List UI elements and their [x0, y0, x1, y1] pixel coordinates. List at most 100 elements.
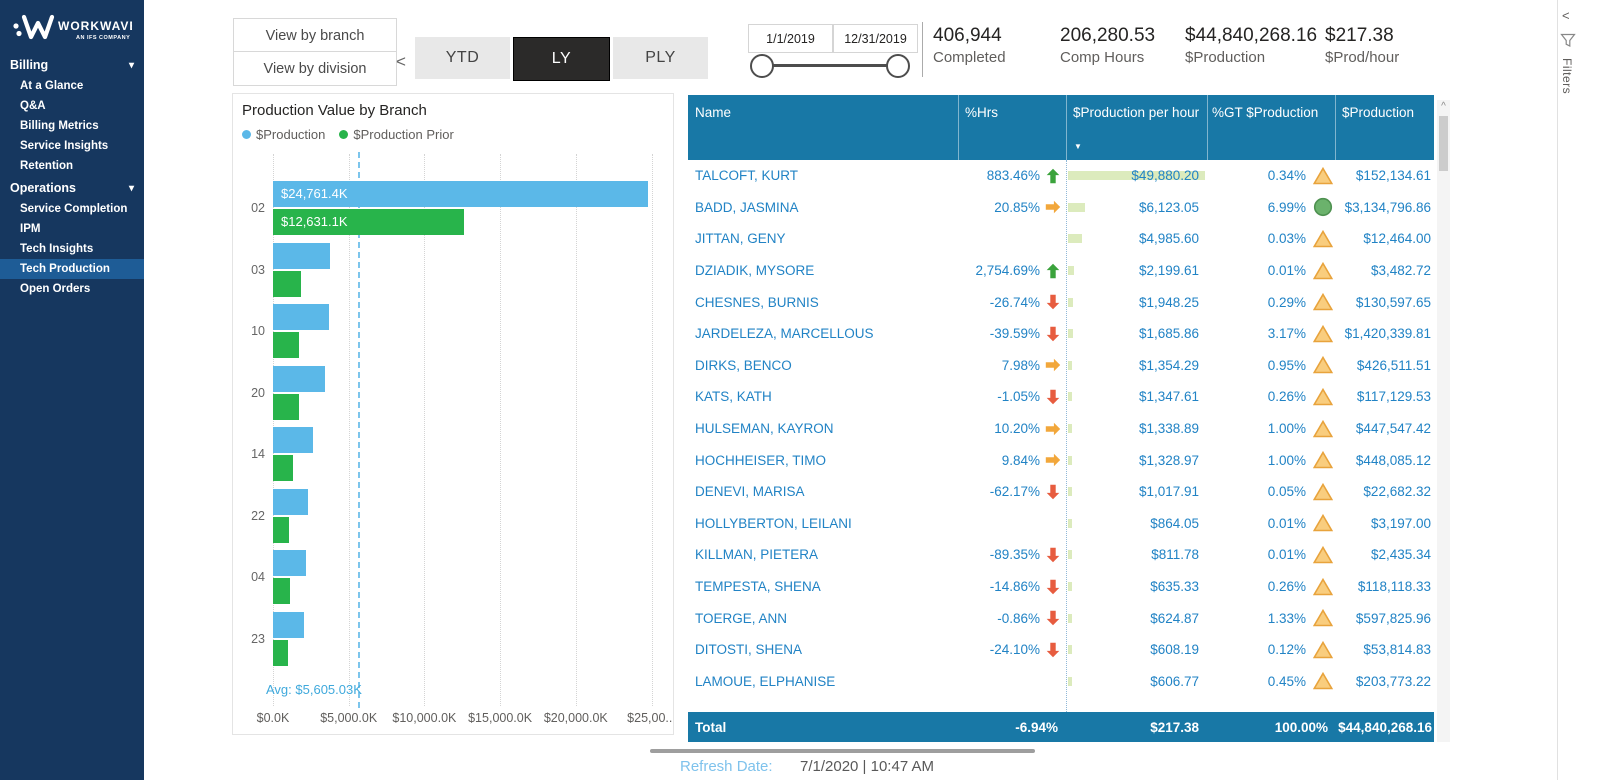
view-by-branch-button[interactable]: View by branch	[233, 18, 397, 53]
sidebar-item-tech-insights[interactable]: Tech Insights	[20, 243, 94, 255]
production-prior-bar[interactable]	[273, 578, 291, 604]
warning-triangle-icon	[1312, 545, 1334, 565]
date-to-input[interactable]	[833, 24, 918, 53]
per-hour-value: $4,985.60	[1138, 231, 1199, 247]
chevron-left-icon[interactable]: <	[396, 52, 406, 71]
warning-triangle-icon	[1312, 608, 1334, 628]
column-header--production-per-hour[interactable]: $Production per hour ▼	[1066, 95, 1207, 160]
hrs-value: -89.35%	[989, 547, 1040, 563]
table-row[interactable]: KILLMAN, PIETERA -89.35% $811.78 0.01% $2,43…	[688, 539, 1434, 571]
cell-hrs: -14.86%	[958, 578, 1066, 596]
table-row[interactable]: HOLLYBERTON, LEILANI $864.05 0.01% $3,197.0…	[688, 508, 1434, 540]
tab-ply[interactable]: PLY	[613, 37, 708, 79]
filter-funnel-icon[interactable]	[1560, 33, 1576, 48]
production-bar[interactable]	[273, 365, 325, 392]
production-bar[interactable]	[273, 304, 329, 330]
table-row[interactable]: BADD, JASMINA 20.85% $6,123.05 6.99% $3,134,…	[688, 192, 1434, 224]
production-bar[interactable]: $24,761.4K	[273, 181, 648, 207]
production-bar[interactable]	[273, 242, 331, 269]
production-prior-bar[interactable]	[273, 332, 299, 358]
sidebar-item-open-orders[interactable]: Open Orders	[20, 283, 91, 295]
view-by-division-button[interactable]: View by division	[233, 51, 397, 86]
date-from-input[interactable]	[748, 24, 833, 53]
per-hour-value: $6,123.05	[1138, 199, 1199, 215]
table-row[interactable]: LAMOUE, ELPHANISE $606.77 0.45% $203,773.22	[688, 666, 1434, 698]
sidebar-item-ipm[interactable]: IPM	[20, 223, 41, 235]
production-bar[interactable]	[273, 488, 308, 515]
gt-value: 0.45%	[1267, 673, 1306, 689]
chart-title: Production Value by Branch	[242, 102, 427, 119]
per-hour-value: $864.05	[1150, 515, 1199, 531]
per-hour-value: $2,199.61	[1138, 263, 1199, 279]
date-slider-handle-start[interactable]	[750, 54, 774, 78]
x-axis-tick: $5,000.0K	[320, 711, 378, 725]
sidebar-item-billing-metrics[interactable]: Billing Metrics	[20, 120, 99, 132]
cell-production-per-hour: $624.87	[1066, 611, 1207, 626]
production-bar[interactable]	[273, 427, 313, 453]
production-prior-bar[interactable]	[273, 393, 299, 420]
sidebar-section-operations[interactable]: Operations ▾	[0, 176, 144, 199]
scroll-up-icon[interactable]: ^	[1441, 101, 1446, 112]
sidebar-item-at-a-glance[interactable]: At a Glance	[20, 80, 84, 92]
table-row[interactable]: TEMPESTA, SHENA -14.86% $635.33 0.26% $118,1…	[688, 571, 1434, 603]
filters-collapse-icon[interactable]: <	[1562, 8, 1570, 23]
down-arrow-icon	[1044, 325, 1062, 343]
production-prior-bar[interactable]	[273, 516, 290, 543]
bar-data-label: $12,631.1K	[281, 214, 348, 229]
horizontal-scrollbar[interactable]	[650, 749, 1035, 753]
kpi-value: $217.38	[1325, 25, 1394, 46]
per-hour-databar	[1068, 518, 1072, 528]
table-row[interactable]: TALCOFT, KURT 883.46% $49,880.20 0.34% $152,…	[688, 160, 1434, 192]
table-row[interactable]: DZIADIK, MYSORE 2,754.69% $2,199.61 0.01% $3…	[688, 255, 1434, 287]
sidebar-item-q-a[interactable]: Q&A	[20, 100, 46, 112]
date-slider-handle-end[interactable]	[886, 54, 910, 78]
production-prior-bar[interactable]	[273, 270, 302, 297]
table-row[interactable]: JARDELEZA, MARCELLOUS -39.59% $1,685.86 3.1…	[688, 318, 1434, 350]
workwave-logo-icon: WORKWAVE AN IFS COMPANY	[13, 14, 137, 41]
kpi-value: $44,840,268.16	[1185, 25, 1318, 46]
cell-production: $426,511.51	[1356, 357, 1431, 373]
cell-hrs: 2,754.69%	[958, 262, 1066, 280]
production-bar[interactable]	[273, 550, 306, 576]
cell-name: TEMPESTA, SHENA	[695, 579, 821, 595]
table-row[interactable]: KATS, KATH -1.05% $1,347.61 0.26% $117,129.5…	[688, 381, 1434, 413]
production-prior-bar[interactable]	[273, 639, 289, 666]
production-prior-bar[interactable]	[273, 455, 294, 481]
table-row[interactable]: DIRKS, BENCO 7.98% $1,354.29 0.95% $426,511.…	[688, 350, 1434, 382]
sidebar-section-billing[interactable]: Billing ▾	[0, 53, 144, 76]
gridline	[500, 154, 502, 706]
sidebar-item-service-insights[interactable]: Service Insights	[20, 140, 109, 152]
svg-text:WORKWAVE: WORKWAVE	[58, 19, 132, 33]
cell-production: $22,682.32	[1363, 484, 1431, 500]
date-slider-track[interactable]	[760, 64, 896, 67]
hrs-value: -24.10%	[989, 642, 1040, 658]
table-row[interactable]: DITOSTI, SHENA -24.10% $608.19 0.12% $53,814…	[688, 634, 1434, 666]
tab-ly[interactable]: LY	[513, 37, 610, 81]
cell-name: JARDELEZA, MARCELLOUS	[695, 326, 874, 342]
tab-ytd[interactable]: YTD	[415, 37, 510, 79]
cell-hrs: 20.85%	[958, 198, 1066, 216]
sidebar-item-service-completion[interactable]: Service Completion	[20, 203, 128, 215]
table-row[interactable]: JITTAN, GENY $4,985.60 0.03% $12,464.00	[688, 223, 1434, 255]
table-vertical-scrollbar[interactable]: ^	[1437, 100, 1450, 742]
cell-hrs: -1.05%	[958, 388, 1066, 406]
gt-value: 6.99%	[1267, 199, 1306, 215]
scrollbar-thumb[interactable]	[1439, 116, 1448, 171]
production-prior-bar[interactable]: $12,631.1K	[273, 209, 465, 235]
sidebar-item-retention[interactable]: Retention	[20, 160, 74, 172]
column-header--gt-production[interactable]: %GT $Production	[1207, 95, 1335, 160]
column-header--production[interactable]: $Production	[1335, 95, 1434, 160]
column-header-name[interactable]: Name	[688, 95, 958, 160]
hrs-value: -1.05%	[997, 389, 1040, 405]
table-row[interactable]: HOCHHEISER, TIMO 9.84% $1,328.97 1.00% $448,…	[688, 444, 1434, 476]
sidebar-item-tech-production[interactable]: Tech Production	[0, 259, 144, 279]
table-row[interactable]: DENEVI, MARISA -62.17% $1,017.91 0.05% $22,6…	[688, 476, 1434, 508]
cell-production-per-hour: $606.77	[1066, 674, 1207, 689]
column-header--hrs[interactable]: %Hrs	[958, 95, 1066, 160]
production-bar[interactable]	[273, 611, 305, 638]
table-row[interactable]: CHESNES, BURNIS -26.74% $1,948.25 0.29% $130…	[688, 286, 1434, 318]
cell-name: LAMOUE, ELPHANISE	[695, 673, 836, 689]
table-row[interactable]: HULSEMAN, KAYRON 10.20% $1,338.89 1.00% $447…	[688, 413, 1434, 445]
table-row[interactable]: TOERGE, ANN -0.86% $624.87 1.33% $597,825.96	[688, 602, 1434, 634]
x-axis-tick: $20,000.0K	[543, 711, 608, 725]
